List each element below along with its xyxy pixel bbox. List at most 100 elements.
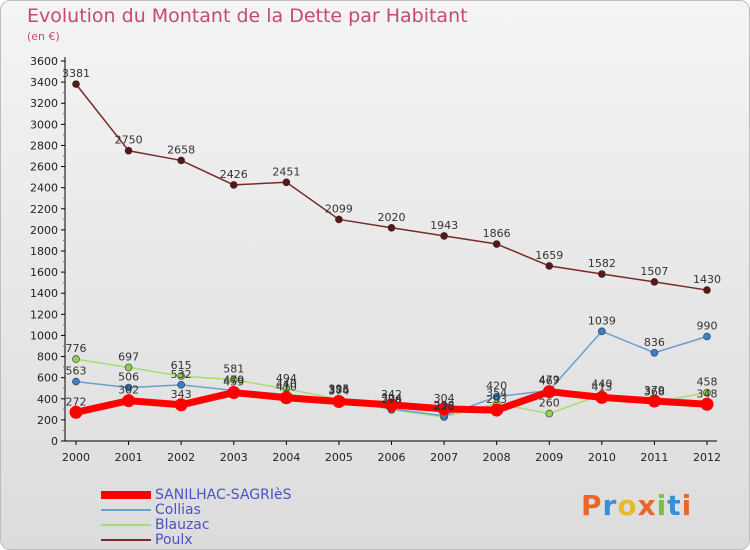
y-tick-label: 1600 (30, 266, 58, 279)
legend-item-poulx: Poulx (101, 532, 193, 548)
data-label: 458 (697, 376, 718, 389)
series-poulx-point (177, 156, 185, 165)
series-sanilhac-point (69, 405, 83, 419)
data-label: 304 (381, 392, 402, 405)
series-sanilhac-point (647, 394, 661, 408)
data-label: 2020 (378, 211, 406, 224)
series-sanilhac-point (437, 402, 451, 416)
data-label: 440 (276, 378, 297, 391)
data-label: 1430 (693, 273, 721, 286)
data-label: 697 (118, 350, 139, 363)
y-tick-label: 2000 (30, 224, 58, 237)
data-label: 1659 (535, 249, 563, 262)
data-label: 479 (539, 373, 560, 386)
series-blauzac-point (124, 363, 133, 372)
logo-letter: i (656, 489, 668, 522)
logo-letter: P (581, 489, 603, 522)
data-label: 506 (118, 371, 139, 384)
series-collias-point (703, 332, 711, 341)
data-label: 343 (171, 388, 192, 401)
series-poulx-point (124, 146, 133, 155)
data-label: 410 (276, 381, 297, 394)
series-poulx-point (229, 181, 238, 189)
data-label: 440 (591, 378, 612, 391)
data-label: 238 (434, 399, 455, 412)
x-tick-label: 2001 (115, 451, 143, 464)
data-label: 293 (486, 393, 507, 406)
series-sanilhac-point (332, 395, 346, 409)
legend-label: Poulx (155, 532, 193, 548)
logo-letter: i (681, 489, 693, 522)
y-tick-label: 0 (51, 435, 58, 448)
data-label: 296 (381, 393, 402, 406)
data-label: 348 (697, 387, 718, 400)
data-label: 413 (591, 380, 612, 393)
series-poulx-point (387, 223, 396, 232)
series-poulx-point (72, 80, 80, 88)
data-label: 379 (644, 384, 665, 397)
data-label: 272 (66, 395, 87, 408)
series-sanilhac-point (490, 403, 504, 417)
series-blauzac-point (545, 409, 554, 418)
data-label: 260 (539, 397, 560, 410)
series-sanilhac-point (700, 397, 714, 411)
series-poulx-point (440, 232, 448, 240)
y-tick-label: 1800 (30, 245, 58, 258)
y-tick-label: 400 (37, 393, 58, 406)
y-tick-label: 600 (37, 372, 58, 385)
data-label: 382 (118, 384, 139, 397)
data-label: 532 (171, 368, 192, 381)
series-poulx-point (492, 240, 501, 248)
data-label: 494 (276, 372, 297, 385)
x-tick-label: 2012 (693, 451, 721, 464)
logo-letter: o (617, 489, 638, 522)
legend-item-blauzac: Blauzac (101, 517, 210, 533)
series-poulx-point (598, 270, 606, 278)
data-label: 386 (328, 383, 349, 396)
series-poulx-point (545, 262, 554, 270)
y-tick-label: 200 (37, 414, 58, 427)
logo-letter: x (637, 489, 657, 522)
data-label: 374 (328, 385, 349, 398)
legend-swatch (101, 509, 151, 511)
y-tick-label: 1400 (30, 287, 58, 300)
series-collias-point (177, 381, 185, 389)
data-label: 342 (381, 388, 402, 401)
series-poulx-point (335, 215, 343, 224)
x-tick-label: 2005 (325, 451, 353, 464)
data-label: 2658 (167, 143, 195, 156)
series-collias-point (650, 348, 659, 357)
series-blauzac-point (703, 388, 711, 397)
legend-label: Collias (155, 502, 201, 518)
data-label: 228 (434, 400, 455, 413)
x-tick-label: 2008 (483, 451, 511, 464)
x-tick-label: 2007 (430, 451, 458, 464)
data-label: 1507 (640, 265, 668, 278)
x-tick-label: 2006 (378, 451, 406, 464)
series-lines (69, 80, 714, 421)
y-tick-label: 3200 (30, 97, 58, 110)
data-label: 2099 (325, 202, 353, 215)
y-tick-label: 2600 (30, 161, 58, 174)
series-poulx-point (650, 278, 659, 286)
y-tick-label: 3600 (30, 55, 58, 68)
data-label: 563 (66, 365, 87, 378)
series-collias-point (492, 392, 501, 401)
data-label: 395 (328, 382, 349, 395)
data-label: 1943 (430, 219, 458, 232)
data-label: 479 (223, 373, 244, 386)
series-sanilhac-point (385, 398, 398, 412)
series-sanilhac-point (542, 385, 556, 399)
series-collias-point (124, 383, 133, 392)
y-tick-label: 2800 (30, 139, 58, 152)
legend-swatch (101, 539, 151, 541)
logo-letter: r (602, 489, 618, 522)
data-label: 615 (171, 359, 192, 372)
proxiti-logo: Proxiti (581, 489, 692, 522)
series-sanilhac-point (227, 386, 241, 400)
legend-label: Blauzac (155, 517, 210, 533)
data-label: 836 (644, 336, 665, 349)
